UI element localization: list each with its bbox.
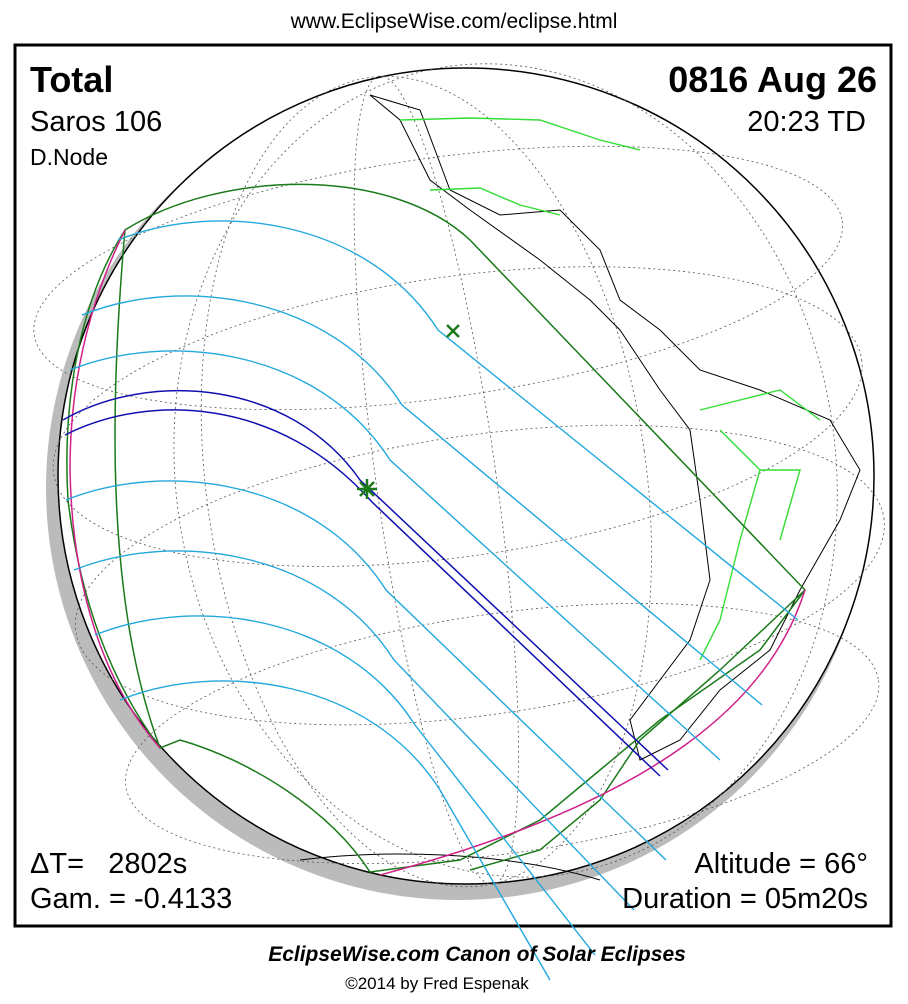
globe-disk [57,67,875,885]
altitude: Altitude = 66° [694,848,868,880]
delta-t: ΔT= 2802s [30,848,187,880]
limit-curve [69,229,161,749]
central-path [62,389,669,777]
limit-curve [379,589,806,876]
penumbra-limits [66,183,806,873]
saros: Saros 106 [30,106,162,138]
greatest-eclipse-markers [357,324,460,499]
gamma: Gam. = -0.4133 [30,883,232,915]
url: www.EclipseWise.com/eclipse.html [290,10,618,33]
duration: Duration = 05m20s [622,883,868,915]
copyright: ©2014 by Fred Espenak [345,974,529,993]
node: D.Node [30,144,108,170]
footer-title: EclipseWise.com Canon of Solar Eclipses [268,943,686,966]
globe [33,63,885,981]
coastlines [299,94,861,881]
borders [399,117,821,661]
eclipse-curves [65,220,799,981]
eclipse-type: Total [30,59,113,100]
date: 0816 Aug 26 [668,59,877,100]
time: 20:23 TD [747,106,866,138]
